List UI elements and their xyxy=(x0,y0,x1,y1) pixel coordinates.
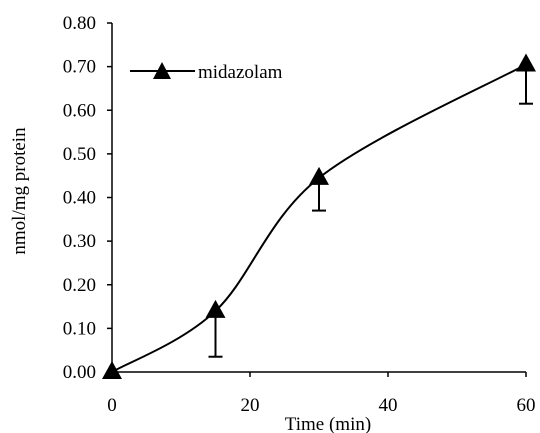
x-axis-ticks: 0 20 40 60 xyxy=(107,372,536,416)
x-axis-title: Time (min) xyxy=(285,414,371,433)
y-tick-label: 0.80 xyxy=(63,13,96,34)
y-axis-ticks: 0.00 0.10 0.20 0.30 0.40 0.50 0.60 0.70 0.80 xyxy=(63,13,112,383)
y-tick-label: 0.20 xyxy=(63,275,96,296)
y-tick-label: 0.40 xyxy=(63,188,96,209)
data-point-triangle xyxy=(102,361,122,379)
y-tick-label: 0.70 xyxy=(63,57,96,78)
x-tick-label: 40 xyxy=(379,395,398,416)
data-point-triangle xyxy=(205,299,226,318)
x-tick-label: 60 xyxy=(517,395,536,416)
series-line-midazolam xyxy=(111,63,527,373)
error-bars xyxy=(208,64,533,358)
data-point-triangle xyxy=(516,53,536,72)
data-markers xyxy=(102,53,536,379)
y-axis-title: nmol/mg protein xyxy=(9,127,30,255)
y-tick-label: 0.10 xyxy=(63,318,96,339)
y-tick-label: 0.30 xyxy=(63,231,96,252)
x-tick-label: 0 xyxy=(107,395,117,416)
legend: midazolam xyxy=(130,62,283,83)
legend-label-midazolam: midazolam xyxy=(198,62,283,83)
y-tick-label: 0.00 xyxy=(63,362,96,383)
y-tick-label: 0.50 xyxy=(63,144,96,165)
x-tick-label: 20 xyxy=(241,395,260,416)
y-tick-label: 0.60 xyxy=(63,100,96,121)
data-point-triangle xyxy=(309,166,329,185)
legend-triangle-marker xyxy=(153,62,171,79)
